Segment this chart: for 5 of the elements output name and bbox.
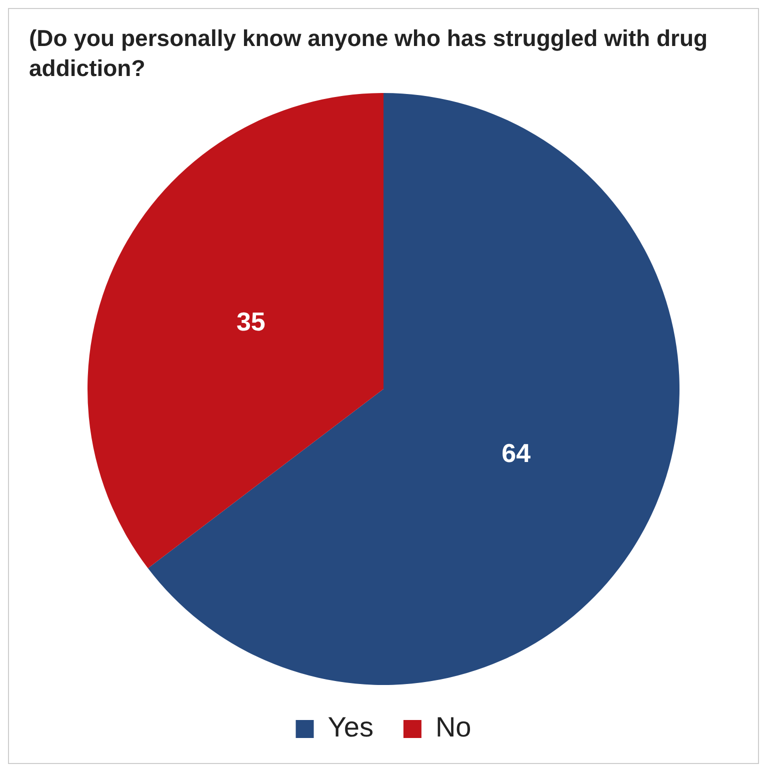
data-label: 35 — [236, 306, 266, 336]
legend-label: Yes — [328, 712, 374, 743]
chart-title: (Do you personally know anyone who has struggled with drug addiction? — [28, 24, 709, 83]
data-label: 64 — [502, 438, 532, 468]
legend-label: No — [435, 712, 472, 743]
